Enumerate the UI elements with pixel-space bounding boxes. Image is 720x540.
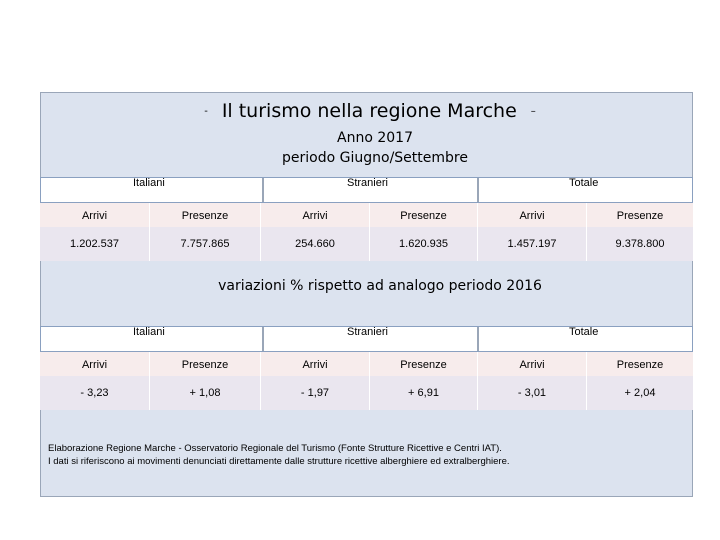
variation-arrivi-italiani: - 3,23: [80, 387, 109, 399]
col-arrivi-italiani: Arrivi: [81, 209, 108, 222]
page-title: - Il turismo nella regione Marche –: [0, 100, 720, 122]
title-dash-left: -: [204, 106, 208, 117]
variation-arrivi-stranieri: - 1,97: [300, 387, 330, 399]
col-presenze-totale: Presenze: [616, 209, 664, 222]
group-italiani: Italiani: [133, 326, 165, 338]
subtitle: Anno 2017 periodo Giugno/Settembre: [40, 128, 710, 168]
table1-group-header: Italiani Stranieri Totale: [40, 177, 693, 203]
value-arrivi-italiani: 1.202.537: [70, 238, 119, 250]
col-arrivi-totale: Arrivi: [519, 209, 545, 222]
col-arrivi-stranieri: Arrivi: [302, 358, 328, 371]
variation-arrivi-totale: - 3,01: [517, 387, 547, 399]
group-divider: [477, 327, 479, 351]
title-text: Il turismo nella regione Marche: [221, 100, 517, 122]
col-presenze-italiani: Presenze: [181, 209, 229, 222]
col-presenze-stranieri: Presenze: [400, 358, 447, 371]
title-dash-right: –: [530, 106, 536, 117]
col-arrivi-stranieri: Arrivi: [302, 209, 328, 222]
table1-values-row: 1.202.537 7.757.865 254.660 1.620.935 1.…: [40, 227, 693, 261]
col-presenze-italiani: Presenze: [181, 358, 229, 371]
col-arrivi-totale: Arrivi: [519, 358, 545, 371]
value-presenze-totale: 9.378.800: [615, 238, 665, 250]
group-totale: Totale: [569, 177, 599, 189]
variation-presenze-totale: + 2,04: [624, 387, 656, 399]
col-presenze-totale: Presenze: [616, 358, 664, 371]
variation-presenze-italiani: + 1,08: [189, 387, 221, 399]
value-presenze-stranieri: 1.620.935: [399, 238, 448, 250]
group-totale: Totale: [569, 326, 599, 338]
col-presenze-stranieri: Presenze: [400, 209, 447, 222]
variation-presenze-stranieri: + 6,91: [408, 387, 439, 399]
table2-values-row: - 3,23 + 1,08 - 1,97 + 6,91 - 3,01 + 2,0…: [40, 376, 693, 410]
group-stranieri: Stranieri: [347, 326, 388, 338]
value-arrivi-stranieri: 254.660: [295, 238, 335, 250]
value-arrivi-totale: 1.457.197: [507, 238, 557, 250]
group-divider: [262, 327, 264, 351]
group-stranieri: Stranieri: [347, 177, 388, 189]
footnote: Elaborazione Regione Marche - Osservator…: [48, 442, 688, 468]
col-arrivi-italiani: Arrivi: [81, 358, 108, 371]
variation-title: variazioni % rispetto ad analogo periodo…: [218, 278, 542, 294]
content-panel: [40, 92, 693, 497]
group-divider: [262, 178, 264, 202]
table2-column-header: Arrivi Presenze Arrivi Presenze Arrivi P…: [40, 352, 693, 378]
group-divider: [477, 178, 479, 202]
group-italiani: Italiani: [133, 177, 165, 189]
subtitle-period: periodo Giugno/Settembre: [282, 150, 468, 166]
footnote-source: Elaborazione Regione Marche - Osservator…: [48, 443, 502, 454]
table2-group-header: Italiani Stranieri Totale: [40, 326, 693, 352]
footnote-note: I dati si riferiscono ai movimenti denun…: [48, 456, 510, 467]
table1-column-header: Arrivi Presenze Arrivi Presenze Arrivi P…: [40, 203, 693, 229]
value-presenze-italiani: 7.757.865: [180, 238, 230, 250]
subtitle-year: Anno 2017: [337, 130, 413, 146]
